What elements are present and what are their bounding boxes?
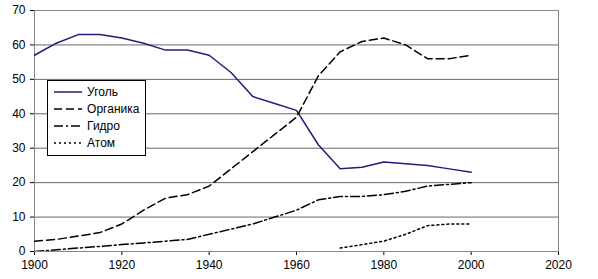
html-text:Гидро: Гидро (87, 119, 120, 134)
svg-text:1900: 1900 (21, 258, 48, 272)
html-text:Атом: Атом (87, 136, 116, 151)
svg-text:0: 0 (19, 244, 26, 258)
svg-text:1940: 1940 (196, 258, 223, 272)
html-text:Органика: Органика (87, 102, 140, 117)
svg-text:60: 60 (12, 38, 26, 52)
svg-text:1920: 1920 (108, 258, 135, 272)
svg-text:2020: 2020 (545, 258, 572, 272)
svg-text:70: 70 (12, 3, 26, 17)
html-text:Уголь: Уголь (87, 85, 118, 100)
svg-text:1960: 1960 (283, 258, 310, 272)
svg-text:10: 10 (12, 210, 26, 224)
svg-text:2000: 2000 (458, 258, 485, 272)
svg-text:30: 30 (12, 141, 26, 155)
svg-text:20: 20 (12, 175, 26, 189)
svg-text:1980: 1980 (370, 258, 397, 272)
svg-text:50: 50 (12, 72, 26, 86)
svg-text:40: 40 (12, 107, 26, 121)
